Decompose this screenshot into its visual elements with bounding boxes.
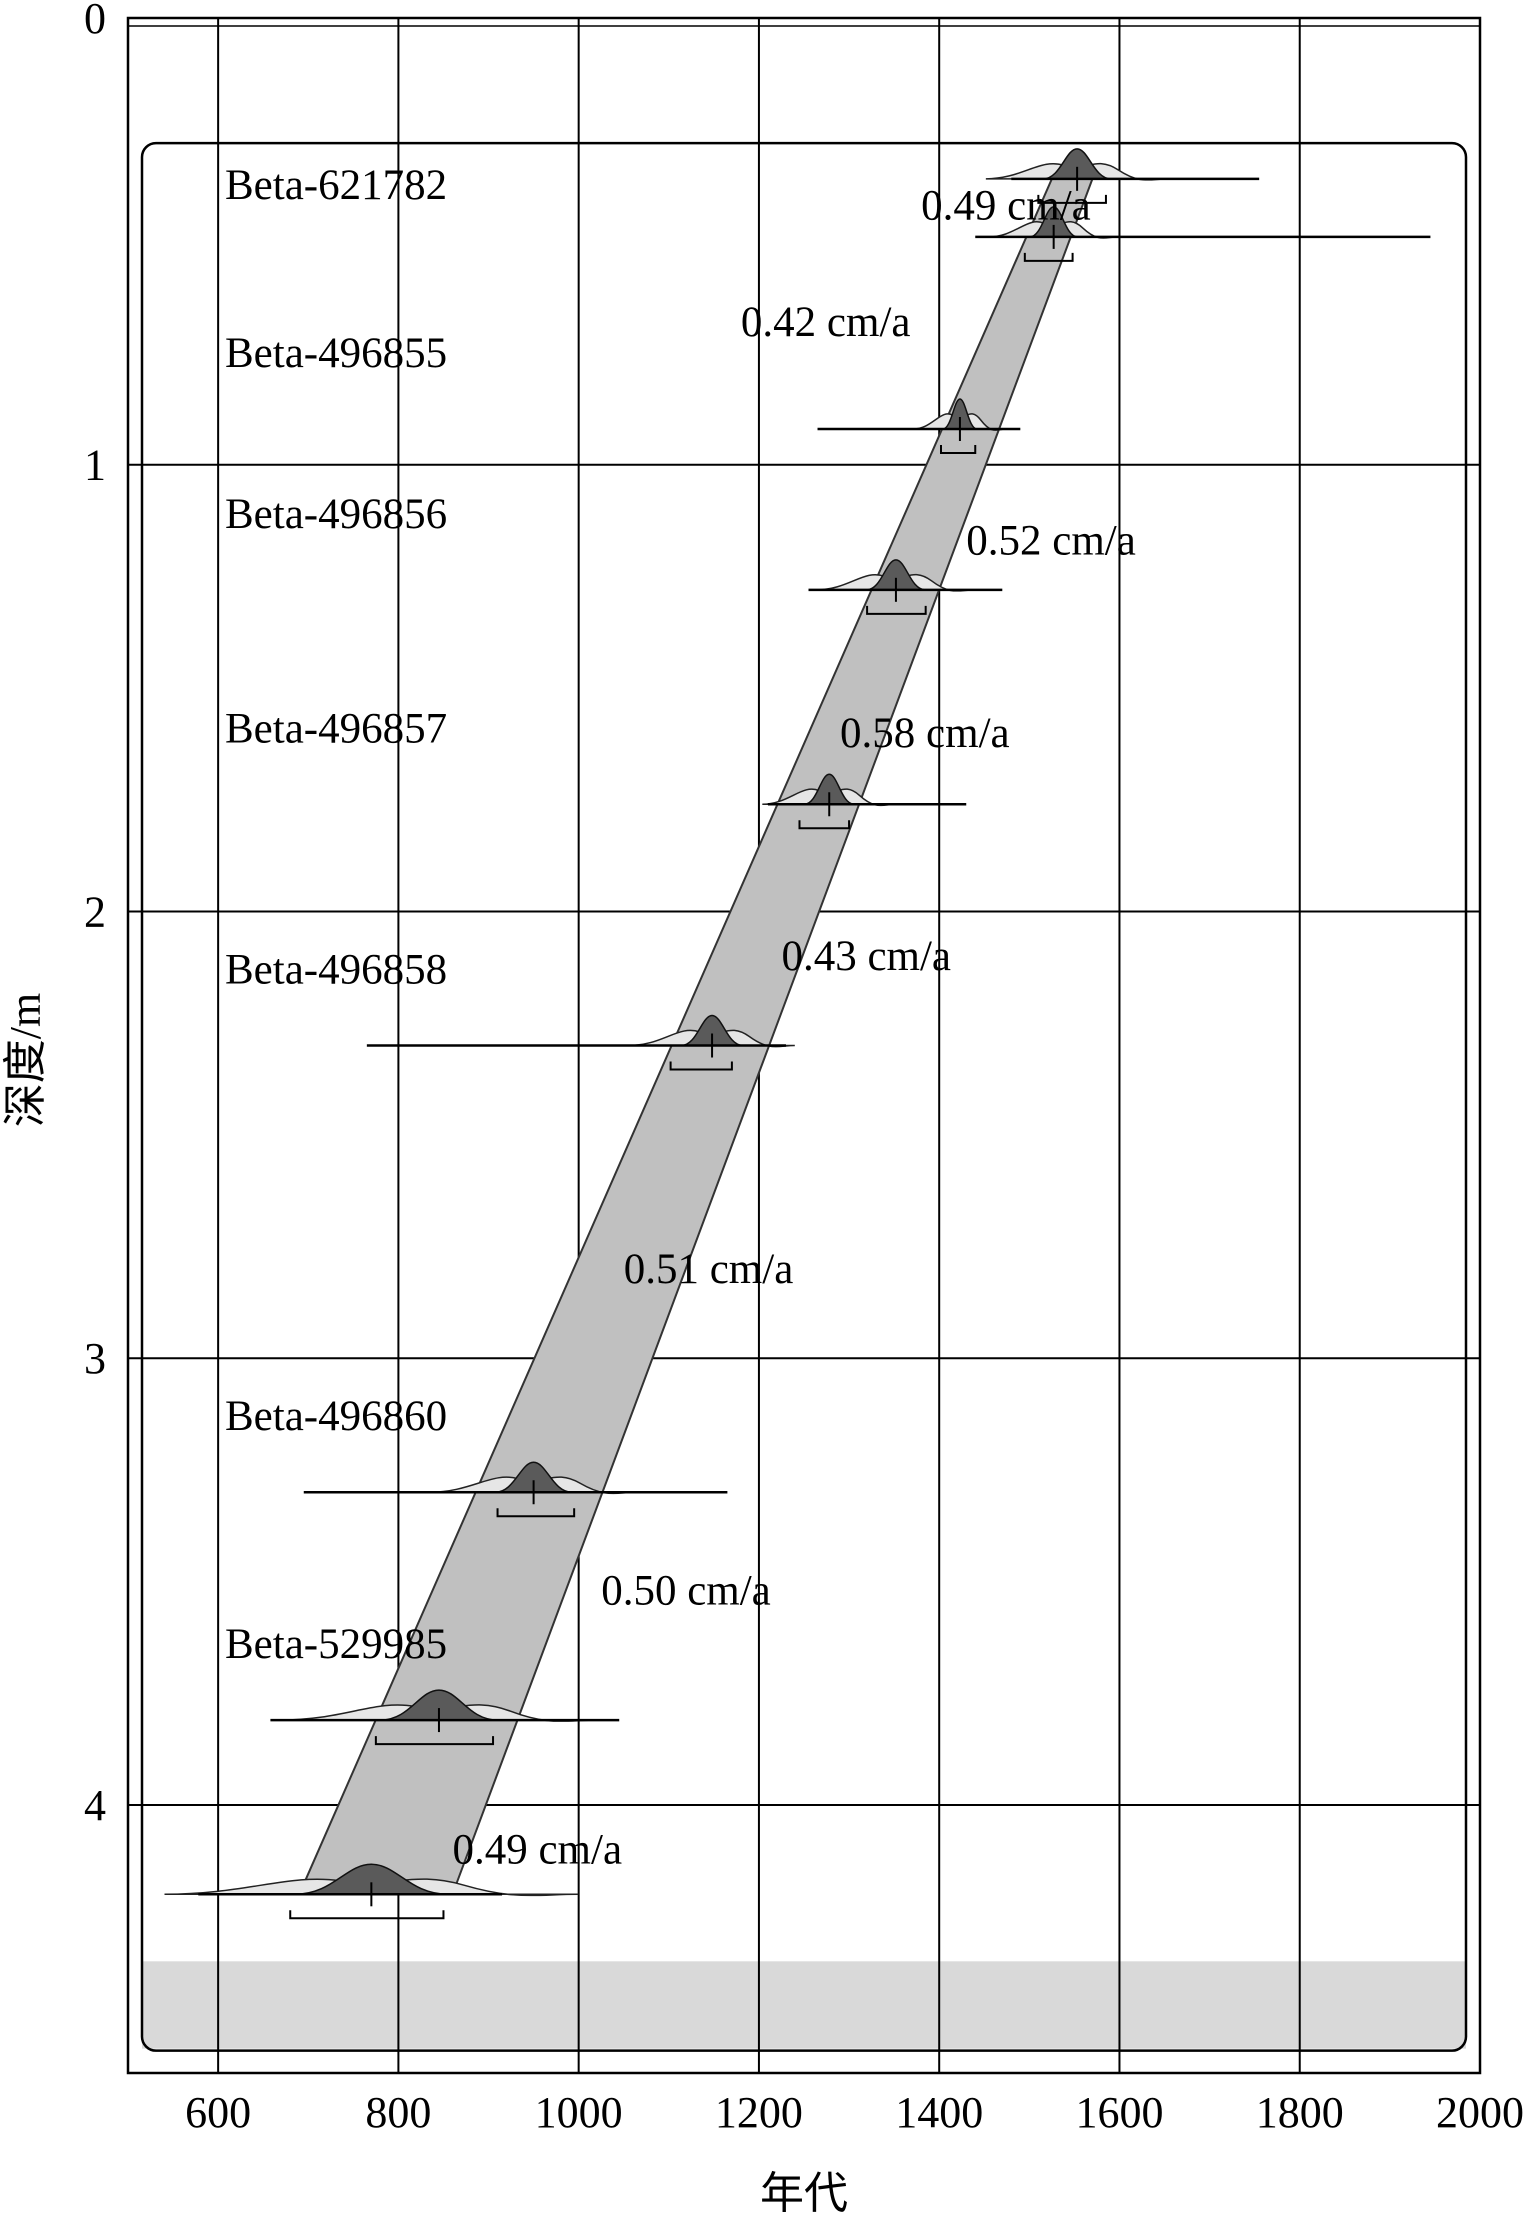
sedimentation-rate-label: 0.49 cm/a [921, 183, 1091, 230]
sample-distribution-dark [681, 1014, 743, 1047]
sample-error-bracket [374, 1736, 495, 1746]
tick-labels: 600 800 1000 1200 1400 1600 1800 2000 0 1 2 3 4 [84, 0, 1524, 2137]
sample-markers [164, 148, 1431, 1920]
sedimentation-rate-label: 0.50 cm/a [601, 1568, 771, 1615]
sample-label: Beta-496860 [225, 1393, 447, 1440]
sample-distribution-dark [1029, 206, 1078, 238]
sample-error-bracket [940, 445, 977, 454]
sample-label: Beta-621782 [225, 162, 447, 209]
sample-label: Beta-496857 [225, 705, 447, 752]
sedimentation-rate-label: 0.43 cm/a [781, 933, 951, 980]
y-tick-label: 3 [84, 1334, 106, 1383]
sample-label: Beta-496855 [225, 330, 447, 377]
sample-error-bracket [496, 1508, 576, 1518]
y-tick-label: 4 [84, 1781, 106, 1830]
sedimentation-rate-label: 0.52 cm/a [966, 518, 1136, 565]
y-tick-label: 0 [84, 0, 106, 43]
sample-distribution-dark [804, 773, 855, 806]
sample-error-bracket [1037, 194, 1107, 204]
plot-background [140, 141, 1468, 2052]
sample-distribution-dark [866, 559, 926, 591]
x-tick-label: 1800 [1256, 2088, 1344, 2137]
bottom-shaded-zone [142, 1961, 1466, 2049]
plot-frame [126, 16, 1482, 2075]
x-tick-label: 1400 [895, 2088, 983, 2137]
inner-box [140, 141, 1468, 2052]
y-tick-label: 2 [84, 887, 106, 936]
sample-error-bracket [866, 605, 927, 615]
y-tick-label: 1 [84, 441, 106, 490]
sedimentation-rate-label: 0.58 cm/a [840, 710, 1010, 757]
x-tick-label: 600 [185, 2088, 251, 2137]
sample-error-bracket [1023, 252, 1074, 262]
sample-label: Beta-529985 [225, 1621, 447, 1668]
x-tick-label: 1200 [715, 2088, 803, 2137]
sedimentation-rate-label: 0.42 cm/a [741, 299, 911, 346]
annotation-labels: Beta-621782 Beta-496855 Beta-496856 Beta-49… [225, 162, 1136, 1874]
sample-distribution-dark [380, 1689, 498, 1721]
axes-frame [126, 16, 1482, 2075]
sedimentation-rate-label: 0.51 cm/a [624, 1246, 794, 1293]
sample-error-bracket [289, 1910, 445, 1920]
sample-distribution-dark [495, 1461, 572, 1493]
x-axis-label: 年代 [760, 2169, 848, 2218]
sample-distribution-dark [1043, 148, 1112, 180]
x-tick-label: 1000 [535, 2088, 623, 2137]
sample-error-bracket [798, 820, 851, 830]
x-tick-label: 2000 [1436, 2088, 1524, 2137]
sample-distribution-dark [294, 1863, 448, 1896]
sample-distribution-dark [942, 398, 978, 430]
sample-label: Beta-496858 [225, 947, 447, 994]
x-tick-label: 1600 [1075, 2088, 1163, 2137]
sample-error-bracket [669, 1061, 733, 1071]
sample-label: Beta-496856 [225, 491, 447, 538]
sedimentation-rate-label: 0.49 cm/a [452, 1827, 622, 1874]
x-tick-label: 800 [365, 2088, 431, 2137]
y-axis-label: 深度/m [1, 993, 50, 1127]
